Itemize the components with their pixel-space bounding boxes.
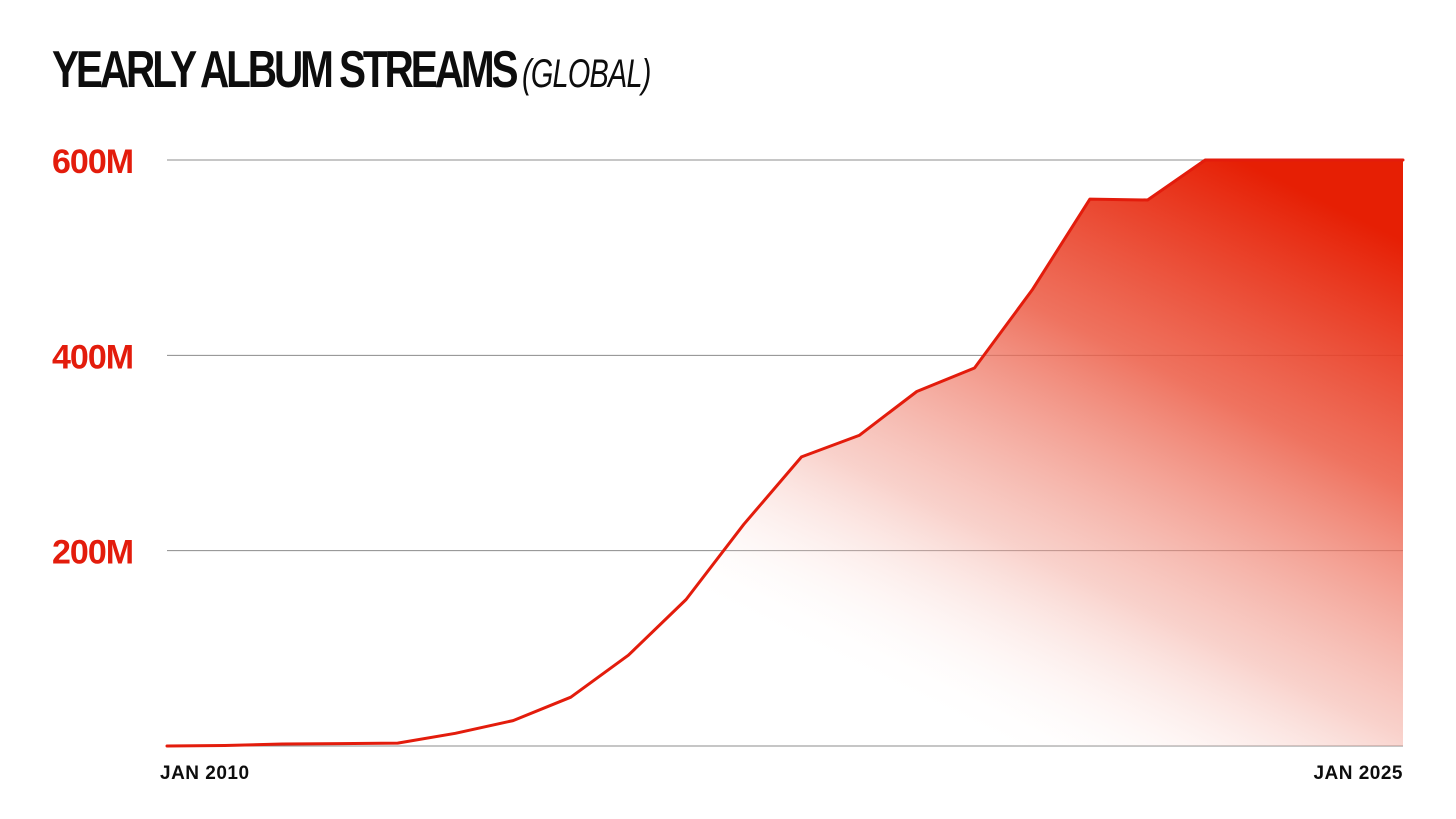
- y-tick-label-0: 600M: [52, 143, 133, 181]
- area-fill: [167, 160, 1403, 746]
- area-series: [165, 158, 1405, 748]
- x-tick-label-start: JAN 2010: [160, 763, 250, 784]
- y-axis-tick-labels: 600M 400M 200M: [52, 143, 134, 572]
- series-line: [165, 158, 1405, 748]
- chart-subtitle: (GLOBAL): [522, 52, 651, 96]
- x-tick-label-end: JAN 2025: [1313, 763, 1403, 784]
- y-tick-label-1: 400M: [52, 338, 133, 376]
- chart-title-block: YEARLY ALBUM STREAMS (GLOBAL): [52, 40, 701, 110]
- y-tick-label-2: 200M: [52, 534, 133, 572]
- chart-title: YEARLY ALBUM STREAMS: [52, 41, 519, 99]
- x-axis-tick-labels: JAN 2010 JAN 2025: [160, 763, 1403, 784]
